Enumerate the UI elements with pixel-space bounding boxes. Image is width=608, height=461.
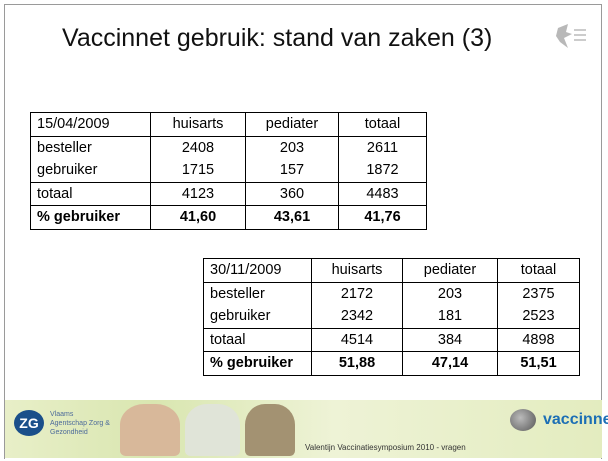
table-cell: 4483 <box>339 182 427 206</box>
table-cell: besteller <box>31 136 151 159</box>
table-cell: 51,88 <box>312 352 403 376</box>
page: Vaccinnet gebruik: stand van zaken (3) 1… <box>0 0 608 461</box>
slide-title: Vaccinnet gebruik: stand van zaken (3) <box>62 24 492 53</box>
table-cell: % gebruiker <box>204 352 312 376</box>
photo <box>120 404 180 456</box>
slide-frame <box>4 4 602 459</box>
table-cell: 43,61 <box>246 206 339 230</box>
zg-logo: ZG <box>14 410 44 436</box>
header-cell: 30/11/2009 <box>204 259 312 283</box>
globe-icon <box>510 409 536 431</box>
header-cell: 15/04/2009 <box>31 113 151 137</box>
header-cell: huisarts <box>151 113 246 137</box>
table-cell: 51,51 <box>498 352 580 376</box>
table-cell: 2172 <box>312 282 403 305</box>
table-cell: 360 <box>246 182 339 206</box>
header-cell: huisarts <box>312 259 403 283</box>
table-cell: 2523 <box>498 305 580 328</box>
table-cell: 4514 <box>312 328 403 352</box>
header-cell: pediater <box>246 113 339 137</box>
table-cell: 4898 <box>498 328 580 352</box>
table-cell: 203 <box>403 282 498 305</box>
table-cell: % gebruiker <box>31 206 151 230</box>
table-cell: 384 <box>403 328 498 352</box>
footer-text: Valentijn Vaccinatiesymposium 2010 - vra… <box>305 443 466 452</box>
header-cell: totaal <box>498 259 580 283</box>
table-cell: 181 <box>403 305 498 328</box>
header-cell: totaal <box>339 113 427 137</box>
table-cell: 203 <box>246 136 339 159</box>
table-cell: 2342 <box>312 305 403 328</box>
table-cell: 157 <box>246 159 339 182</box>
table-cell: totaal <box>31 182 151 206</box>
slide: Vaccinnet gebruik: stand van zaken (3) 1… <box>0 0 608 461</box>
photo <box>185 404 240 456</box>
table-cell: gebruiker <box>31 159 151 182</box>
flemish-logo <box>554 22 588 52</box>
header-cell: pediater <box>403 259 498 283</box>
table-cell: 2375 <box>498 282 580 305</box>
table-cell: 1872 <box>339 159 427 182</box>
table-cell: gebruiker <box>204 305 312 328</box>
table-cell: 41,76 <box>339 206 427 230</box>
agency-name: Vlaams Agentschap Zorg & Gezondheid <box>50 410 110 437</box>
vaccinnet-logo: vaccinnet <box>543 411 608 429</box>
table-cell: 2611 <box>339 136 427 159</box>
table-cell: 2408 <box>151 136 246 159</box>
table-cell: besteller <box>204 282 312 305</box>
table-cell: totaal <box>204 328 312 352</box>
table-cell: 47,14 <box>403 352 498 376</box>
photo <box>245 404 295 456</box>
table-cell: 41,60 <box>151 206 246 230</box>
table-cell: 4123 <box>151 182 246 206</box>
table-cell: 1715 <box>151 159 246 182</box>
